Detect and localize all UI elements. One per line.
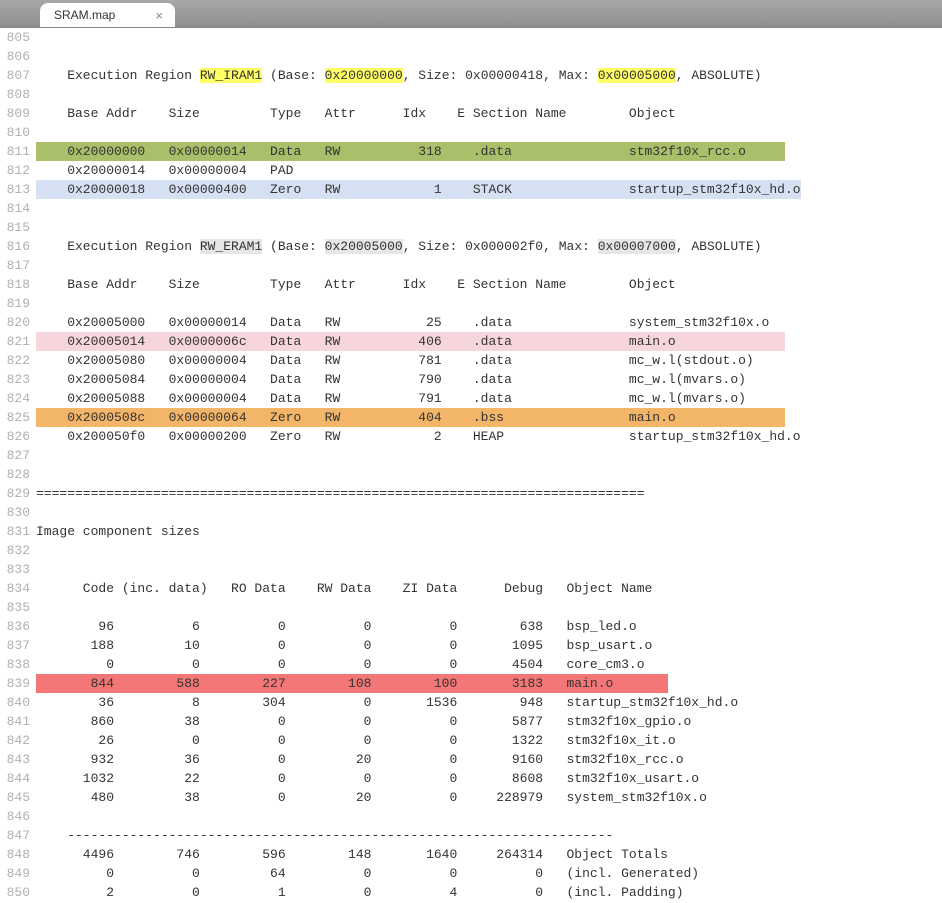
- line-number: 827: [0, 446, 30, 465]
- code-line: [36, 199, 942, 218]
- code-line: 0x20000014 0x00000004 PAD: [36, 161, 942, 180]
- line-number: 849: [0, 864, 30, 883]
- line-number: 842: [0, 731, 30, 750]
- code-line: [36, 465, 942, 484]
- code-line: 0 0 0 0 0 4504 core_cm3.o: [36, 655, 942, 674]
- code-line: 36 8 304 0 1536 948 startup_stm32f10x_hd…: [36, 693, 942, 712]
- code-line: Base Addr Size Type Attr Idx E Section N…: [36, 104, 942, 123]
- line-number: 805: [0, 28, 30, 47]
- code-line: 0x2000508c 0x00000064 Zero RW 404 .bss m…: [36, 408, 942, 427]
- line-number: 817: [0, 256, 30, 275]
- code-line: Code (inc. data) RO Data RW Data ZI Data…: [36, 579, 942, 598]
- line-number: 832: [0, 541, 30, 560]
- line-number: 843: [0, 750, 30, 769]
- line-number: 825: [0, 408, 30, 427]
- code-line: 0x20000000 0x00000014 Data RW 318 .data …: [36, 142, 942, 161]
- code-line: Base Addr Size Type Attr Idx E Section N…: [36, 275, 942, 294]
- line-number: 808: [0, 85, 30, 104]
- code-line: [36, 123, 942, 142]
- code-line: [36, 541, 942, 560]
- code-line: [36, 807, 942, 826]
- code-line: 0x20000018 0x00000400 Zero RW 1 STACK st…: [36, 180, 942, 199]
- code-line: 932 36 0 20 0 9160 stm32f10x_rcc.o: [36, 750, 942, 769]
- line-number: 828: [0, 465, 30, 484]
- line-number: 809: [0, 104, 30, 123]
- line-number: 829: [0, 484, 30, 503]
- code-line: ========================================…: [36, 484, 942, 503]
- line-number: 838: [0, 655, 30, 674]
- code-line: [36, 218, 942, 237]
- line-number: 816: [0, 237, 30, 256]
- code-line: Image component sizes: [36, 522, 942, 541]
- code-line: 0x20005000 0x00000014 Data RW 25 .data s…: [36, 313, 942, 332]
- code-line: 0x20005080 0x00000004 Data RW 781 .data …: [36, 351, 942, 370]
- line-number: 830: [0, 503, 30, 522]
- line-number: 812: [0, 161, 30, 180]
- line-number: 826: [0, 427, 30, 446]
- tab-bar: SRAM.map ×: [0, 0, 942, 28]
- line-number: 846: [0, 807, 30, 826]
- code-line: 188 10 0 0 0 1095 bsp_usart.o: [36, 636, 942, 655]
- code-line: 0x20005014 0x0000006c Data RW 406 .data …: [36, 332, 942, 351]
- code-line: 1032 22 0 0 0 8608 stm32f10x_usart.o: [36, 769, 942, 788]
- code-line: [36, 47, 942, 66]
- code-line: 844 588 227 108 100 3183 main.o: [36, 674, 942, 693]
- line-number: 837: [0, 636, 30, 655]
- code-line: 0 0 64 0 0 0 (incl. Generated): [36, 864, 942, 883]
- code-line: Execution Region RW_IRAM1 (Base: 0x20000…: [36, 66, 942, 85]
- line-number: 821: [0, 332, 30, 351]
- line-number: 845: [0, 788, 30, 807]
- code-line: 0x200050f0 0x00000200 Zero RW 2 HEAP sta…: [36, 427, 942, 446]
- code-line: [36, 446, 942, 465]
- line-number: 813: [0, 180, 30, 199]
- line-number: 833: [0, 560, 30, 579]
- line-number: 848: [0, 845, 30, 864]
- file-tab[interactable]: SRAM.map ×: [40, 3, 175, 27]
- line-number: 840: [0, 693, 30, 712]
- code-line: [36, 28, 942, 47]
- editor-content[interactable]: Execution Region RW_IRAM1 (Base: 0x20000…: [36, 28, 942, 902]
- code-line: [36, 598, 942, 617]
- editor: 8058068078088098108118128138148158168178…: [0, 28, 942, 902]
- line-number: 823: [0, 370, 30, 389]
- code-line: [36, 85, 942, 104]
- line-number: 836: [0, 617, 30, 636]
- line-number: 850: [0, 883, 30, 902]
- code-line: 480 38 0 20 0 228979 system_stm32f10x.o: [36, 788, 942, 807]
- code-line: 2 0 1 0 4 0 (incl. Padding): [36, 883, 942, 902]
- line-number: 814: [0, 199, 30, 218]
- code-line: [36, 256, 942, 275]
- code-line: [36, 503, 942, 522]
- line-number: 818: [0, 275, 30, 294]
- code-line: 96 6 0 0 0 638 bsp_led.o: [36, 617, 942, 636]
- line-number: 822: [0, 351, 30, 370]
- code-line: [36, 560, 942, 579]
- line-number: 807: [0, 66, 30, 85]
- line-number: 811: [0, 142, 30, 161]
- line-number: 834: [0, 579, 30, 598]
- line-number: 841: [0, 712, 30, 731]
- code-line: [36, 294, 942, 313]
- close-icon[interactable]: ×: [155, 8, 163, 23]
- code-line: ----------------------------------------…: [36, 826, 942, 845]
- line-number: 835: [0, 598, 30, 617]
- line-number: 806: [0, 47, 30, 66]
- line-number: 820: [0, 313, 30, 332]
- line-number: 847: [0, 826, 30, 845]
- code-line: 0x20005084 0x00000004 Data RW 790 .data …: [36, 370, 942, 389]
- line-number-gutter: 8058068078088098108118128138148158168178…: [0, 28, 36, 902]
- line-number: 819: [0, 294, 30, 313]
- line-number: 831: [0, 522, 30, 541]
- line-number: 839: [0, 674, 30, 693]
- tab-title: SRAM.map: [54, 8, 115, 22]
- line-number: 844: [0, 769, 30, 788]
- code-line: 0x20005088 0x00000004 Data RW 791 .data …: [36, 389, 942, 408]
- line-number: 824: [0, 389, 30, 408]
- code-line: 860 38 0 0 0 5877 stm32f10x_gpio.o: [36, 712, 942, 731]
- code-line: Execution Region RW_ERAM1 (Base: 0x20005…: [36, 237, 942, 256]
- code-line: 4496 746 596 148 1640 264314 Object Tota…: [36, 845, 942, 864]
- code-line: 26 0 0 0 0 1322 stm32f10x_it.o: [36, 731, 942, 750]
- line-number: 815: [0, 218, 30, 237]
- line-number: 810: [0, 123, 30, 142]
